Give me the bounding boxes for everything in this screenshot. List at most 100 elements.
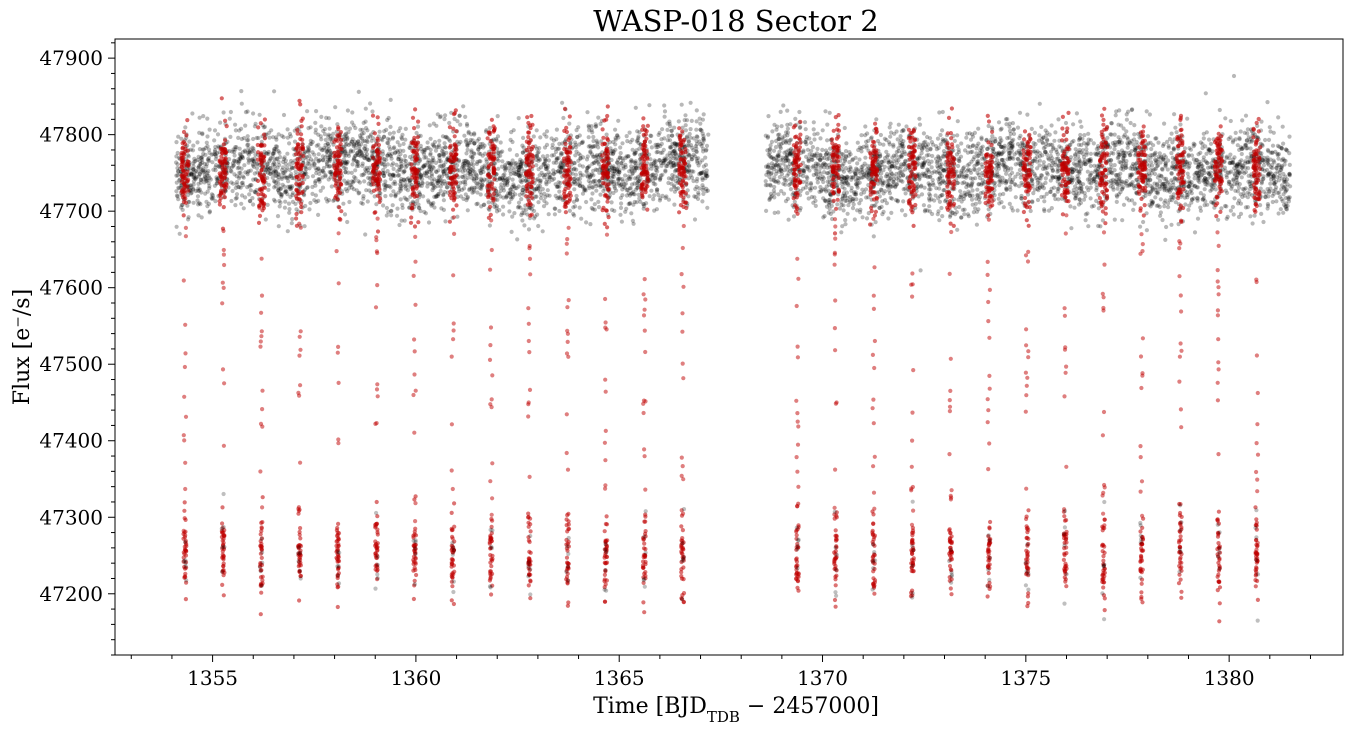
- flux-point: [464, 151, 468, 155]
- flux-point: [511, 190, 515, 194]
- flux-point: [287, 202, 291, 206]
- flux-point: [240, 102, 244, 106]
- flux-point: [389, 213, 393, 217]
- flux-point: [672, 174, 676, 178]
- flux-point: [196, 158, 200, 162]
- flux-point: [689, 101, 693, 105]
- flux-point: [572, 213, 576, 217]
- flux-point: [196, 186, 200, 190]
- flux-point: [398, 149, 402, 153]
- flux-point: [510, 215, 514, 219]
- flux-point: [478, 186, 482, 190]
- flux-point: [1037, 133, 1041, 137]
- flux-point: [594, 168, 598, 172]
- flux-point: [687, 170, 691, 174]
- flux-point: [506, 191, 510, 195]
- flux-point: [232, 172, 236, 176]
- flux-point: [246, 143, 250, 147]
- flux-point: [191, 161, 195, 165]
- flux-point: [268, 169, 272, 173]
- flux-point: [593, 202, 597, 206]
- flux-point: [1089, 196, 1093, 200]
- flux-point: [550, 153, 554, 157]
- flux-point: [1107, 171, 1111, 175]
- flux-point: [612, 209, 616, 213]
- flux-point: [1218, 108, 1222, 112]
- flux-point: [578, 181, 582, 185]
- flux-point: [555, 128, 559, 132]
- flux-point: [579, 217, 583, 221]
- flux-point: [1047, 209, 1051, 213]
- flux-point: [928, 175, 932, 179]
- flux-point: [649, 134, 653, 138]
- flux-point: [286, 127, 290, 131]
- flux-point: [319, 124, 323, 128]
- flux-point: [351, 162, 355, 166]
- flux-point: [196, 194, 200, 198]
- flux-point: [397, 223, 401, 227]
- flux-point: [618, 213, 622, 217]
- flux-point: [701, 141, 705, 145]
- flux-point: [218, 121, 222, 125]
- flux-point: [391, 189, 395, 193]
- flux-point: [415, 199, 419, 203]
- flux-point: [855, 208, 859, 212]
- flux-point: [430, 178, 434, 182]
- flux-point: [812, 137, 816, 141]
- flux-point: [561, 116, 565, 120]
- flux-point: [304, 172, 308, 176]
- flux-point: [386, 137, 390, 141]
- flux-point: [277, 224, 281, 228]
- flux-point: [690, 157, 694, 161]
- flux-point: [307, 207, 311, 211]
- flux-point: [174, 140, 178, 144]
- flux-point: [856, 141, 860, 145]
- flux-point: [461, 104, 465, 108]
- flux-point: [574, 182, 578, 186]
- flux-point: [1014, 195, 1018, 199]
- flux-point: [787, 172, 791, 176]
- flux-point: [366, 158, 370, 162]
- flux-point: [917, 117, 921, 121]
- flux-point: [619, 151, 623, 155]
- flux-point: [1010, 171, 1014, 175]
- flux-point: [385, 213, 389, 217]
- flux-point: [1229, 209, 1233, 213]
- flux-point: [510, 230, 514, 234]
- flux-point: [466, 208, 470, 212]
- flux-point: [999, 138, 1003, 142]
- flux-point: [313, 121, 317, 125]
- flux-point: [504, 166, 508, 170]
- flux-point: [175, 181, 179, 185]
- flux-point: [344, 154, 348, 158]
- flux-point: [424, 211, 428, 215]
- flux-point: [512, 171, 516, 175]
- flux-point: [611, 152, 615, 156]
- flux-point: [687, 140, 691, 144]
- flux-point: [501, 186, 505, 190]
- flux-point: [278, 201, 282, 205]
- flux-point: [1183, 146, 1187, 150]
- flux-point: [437, 139, 441, 143]
- flux-point: [359, 154, 363, 158]
- flux-point: [659, 174, 663, 178]
- flux-point: [1276, 144, 1280, 148]
- flux-point: [1151, 200, 1155, 204]
- flux-point: [691, 179, 695, 183]
- flux-point: [391, 136, 395, 140]
- flux-point: [958, 189, 962, 193]
- flux-point: [976, 171, 980, 175]
- flux-point: [539, 165, 543, 169]
- flux-point: [237, 160, 241, 164]
- flux-point: [605, 133, 609, 137]
- flux-point: [1187, 146, 1191, 150]
- flux-point: [195, 140, 199, 144]
- flux-point: [591, 180, 595, 184]
- flux-point: [443, 113, 447, 117]
- flux-point: [462, 186, 466, 190]
- flux-point: [419, 174, 423, 178]
- flux-point: [919, 268, 923, 272]
- flux-point: [235, 192, 239, 196]
- flux-point: [615, 160, 619, 164]
- flux-point: [197, 131, 201, 135]
